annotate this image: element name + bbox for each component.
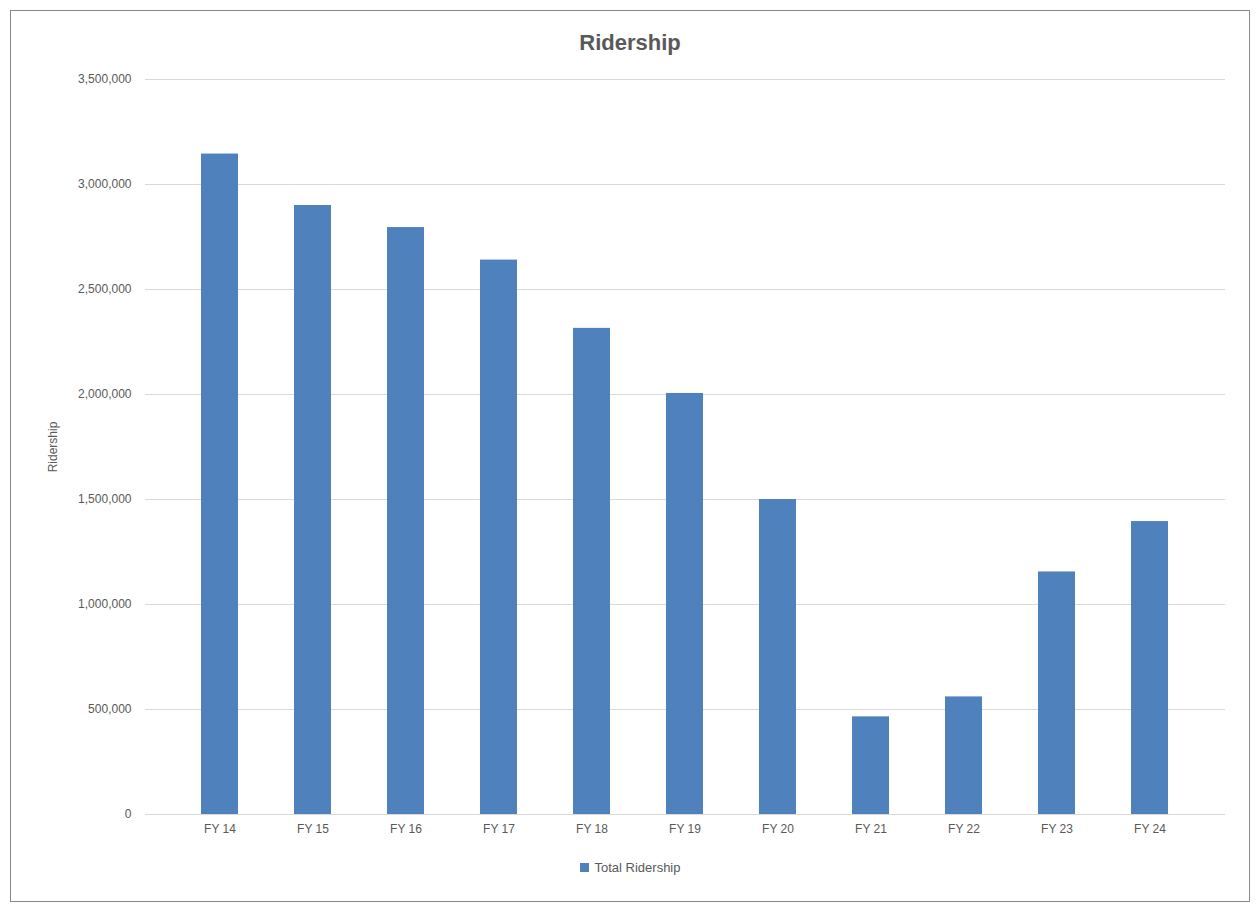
svg-text:2,500,000: 2,500,000 bbox=[78, 282, 132, 296]
html-text:Total Ridership: Total Ridership bbox=[594, 860, 681, 875]
svg-text:1,000,000: 1,000,000 bbox=[78, 597, 132, 611]
svg-text:FY 14: FY 14 bbox=[204, 822, 236, 836]
svg-text:FY 21: FY 21 bbox=[855, 822, 887, 836]
svg-text:FY 16: FY 16 bbox=[390, 822, 422, 836]
html-text:Ridership: Ridership bbox=[579, 30, 681, 55]
svg-text:FY 17: FY 17 bbox=[483, 822, 515, 836]
svg-text:FY 18: FY 18 bbox=[576, 822, 608, 836]
svg-text:FY 15: FY 15 bbox=[297, 822, 329, 836]
svg-text:FY 20: FY 20 bbox=[762, 822, 794, 836]
svg-text:1,500,000: 1,500,000 bbox=[78, 492, 132, 506]
svg-text:500,000: 500,000 bbox=[88, 702, 132, 716]
svg-text:FY 19: FY 19 bbox=[669, 822, 701, 836]
svg-text:FY 24: FY 24 bbox=[1134, 822, 1166, 836]
svg-text:FY 23: FY 23 bbox=[1041, 822, 1073, 836]
svg-text:3,500,000: 3,500,000 bbox=[78, 72, 132, 86]
svg-text:2,000,000: 2,000,000 bbox=[78, 387, 132, 401]
svg-text:Ridership: Ridership bbox=[46, 421, 60, 472]
svg-text:FY 22: FY 22 bbox=[948, 822, 980, 836]
svg-text:0: 0 bbox=[125, 807, 132, 821]
svg-text:3,000,000: 3,000,000 bbox=[78, 177, 132, 191]
